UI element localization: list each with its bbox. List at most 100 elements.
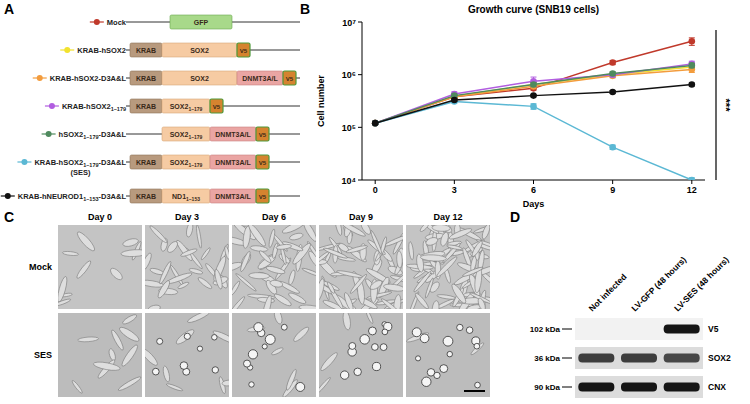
significance-bracket — [715, 30, 716, 180]
domain-text: DNMT3A/L — [215, 131, 251, 138]
column-header: Day 9 — [349, 212, 373, 222]
round-cell — [157, 338, 163, 344]
domain-box — [210, 155, 256, 169]
text-main: KRAB-hSOX2 — [77, 46, 126, 55]
x-tick-label: 12 — [687, 185, 697, 195]
error-bar — [689, 38, 695, 46]
micrograph-bg — [145, 225, 229, 309]
round-cell — [466, 327, 473, 334]
text-rest: -D3A&L — [99, 130, 127, 139]
blot-strip — [575, 318, 703, 340]
cell — [186, 313, 211, 324]
text-main: V5 — [259, 160, 267, 166]
domain-text: SOX2 — [190, 47, 209, 54]
text-main: Mock — [107, 18, 127, 27]
domain-text: SOX21–179 — [170, 103, 203, 112]
cell — [145, 346, 159, 367]
domain-text: V5 — [259, 132, 267, 138]
cell — [481, 225, 490, 240]
series — [372, 64, 695, 127]
x-tick — [533, 180, 534, 184]
column-header: Day 3 — [175, 212, 199, 222]
point — [689, 38, 696, 45]
domain-box — [237, 71, 283, 85]
domain-box — [210, 189, 256, 203]
round-cell — [412, 328, 421, 337]
size-label: 102 kDa — [530, 325, 561, 334]
size-tick — [562, 387, 572, 388]
lane-label: LV-SES (48 hours) — [672, 255, 731, 314]
legend-dot — [5, 193, 11, 199]
band — [621, 383, 657, 392]
domain-box — [130, 189, 162, 203]
cell — [222, 380, 229, 387]
round-cell — [212, 335, 217, 340]
cell — [336, 269, 363, 278]
domain-box — [283, 71, 296, 85]
construct-label: KRAB-hSOX21–179 — [62, 102, 126, 112]
point — [372, 120, 379, 127]
text-main: SOX2 — [170, 131, 189, 138]
micrograph-bg — [319, 225, 403, 309]
legend-dot — [94, 19, 100, 25]
cell — [319, 351, 339, 372]
cell — [75, 259, 92, 279]
round-cell — [180, 362, 188, 370]
cell — [109, 266, 125, 281]
text-rest: -D3A&L — [99, 158, 127, 167]
domain-text: GFP — [194, 19, 209, 26]
panel-label: A — [4, 1, 14, 17]
text-main: KRAB-hNEUROD1 — [18, 192, 83, 201]
round-cell — [368, 327, 376, 335]
cell — [180, 248, 198, 258]
text-rest: -D3A&L — [99, 192, 127, 201]
domain-text: DNMT3A/L — [215, 193, 251, 200]
point — [451, 97, 458, 104]
cell — [273, 313, 284, 325]
cell — [78, 336, 99, 342]
text-main: V5 — [259, 132, 267, 138]
point — [372, 120, 379, 127]
x-tick-label: 0 — [373, 185, 378, 195]
cell — [345, 244, 368, 264]
domain-text: V5 — [286, 76, 294, 82]
cell — [197, 276, 213, 290]
cell — [108, 348, 117, 361]
point — [372, 120, 379, 127]
point — [530, 92, 537, 99]
annotation: *** — [720, 99, 732, 113]
domain-text: V5 — [259, 194, 267, 200]
micrograph — [58, 225, 142, 309]
cell — [396, 251, 402, 268]
text-main: hSOX2 — [59, 130, 84, 139]
round-cell — [249, 382, 254, 387]
cell — [343, 292, 355, 309]
blot-strip — [575, 347, 703, 369]
micrograph — [319, 313, 403, 397]
point — [372, 120, 379, 127]
text-main: KRAB — [136, 159, 156, 166]
round-cell — [354, 368, 362, 376]
cell — [196, 225, 203, 248]
domain-box — [210, 127, 256, 141]
round-cell — [447, 351, 452, 356]
cell — [413, 270, 433, 293]
y-tick-label: 10⁵ — [342, 123, 356, 133]
round-cell — [152, 368, 159, 375]
text-sub: 1–153 — [83, 196, 98, 202]
column-header: Day 0 — [88, 212, 112, 222]
micrograph-bg — [58, 313, 142, 397]
cell — [271, 347, 284, 356]
cell — [110, 329, 125, 351]
cell — [189, 267, 204, 275]
domain-box — [237, 43, 250, 57]
target-label: CNX — [708, 382, 726, 392]
cell — [162, 365, 171, 382]
text-main: SOX2 — [170, 103, 189, 110]
cell — [122, 313, 138, 325]
domain-box — [162, 99, 210, 113]
round-cell — [440, 365, 448, 373]
point — [609, 89, 616, 96]
error-cap — [531, 77, 537, 78]
construct-row: KRAB-hSOX21–179KRABSOX21–179V5 — [45, 99, 300, 113]
